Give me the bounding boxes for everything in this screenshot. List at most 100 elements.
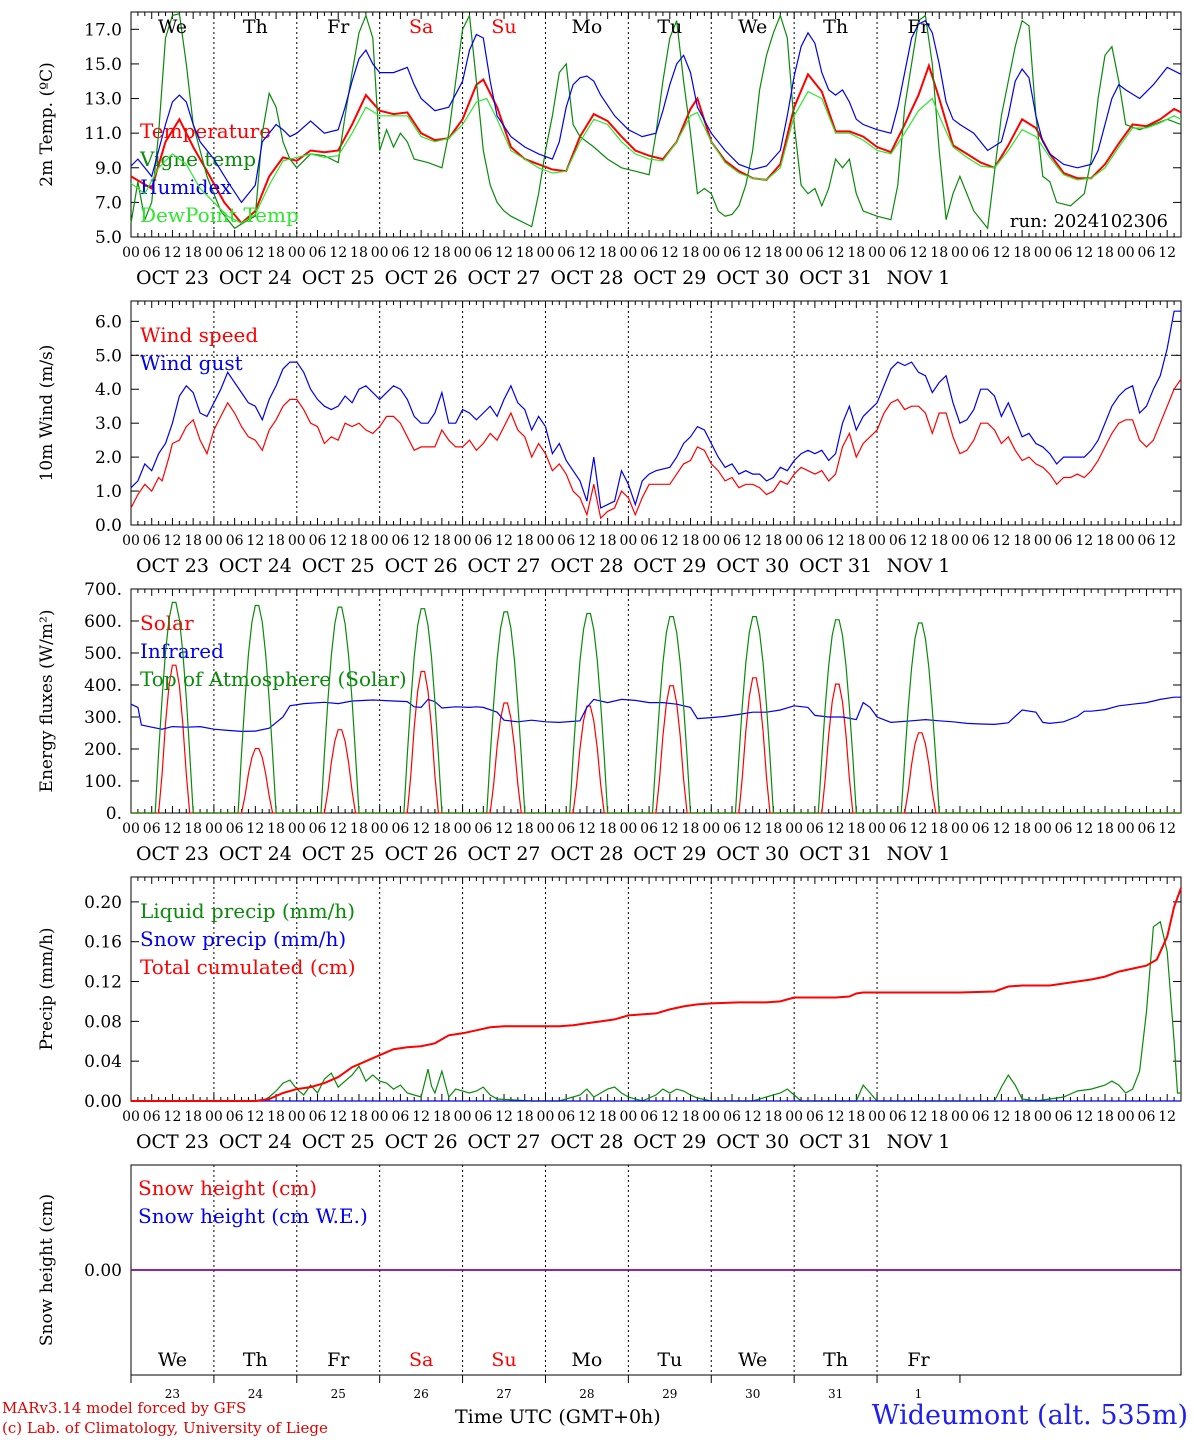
hour-tick-label: 18: [682, 1109, 700, 1125]
hour-tick-label: 00: [951, 1109, 969, 1125]
hour-tick-label: 12: [329, 821, 347, 837]
date-label: OCT 27: [468, 555, 541, 577]
hour-tick-label: 06: [143, 1109, 161, 1125]
hour-tick-label: 06: [723, 1109, 741, 1125]
date-label: OCT 31: [799, 1131, 872, 1153]
hour-tick-label: 06: [1055, 533, 1073, 549]
day-number-label: 25: [331, 1387, 346, 1400]
y-tick-label: 300.: [84, 708, 122, 728]
weekday-label: Su: [491, 1349, 516, 1371]
hour-tick-label: 12: [910, 533, 928, 549]
hour-tick-label: 06: [1138, 1109, 1156, 1125]
hour-tick-label: 06: [226, 533, 244, 549]
date-label: OCT 27: [468, 843, 541, 865]
hour-tick-label: 06: [640, 533, 658, 549]
y-tick-label: 0.16: [84, 933, 122, 953]
date-label: OCT 29: [633, 843, 706, 865]
hour-tick-label: 18: [267, 245, 285, 261]
hour-tick-label: 06: [391, 821, 409, 837]
date-label: OCT 27: [468, 267, 541, 289]
y-tick-label: 5.0: [95, 346, 122, 366]
hour-tick-label: 00: [288, 1109, 306, 1125]
hour-tick-label: 00: [205, 245, 223, 261]
hour-tick-label: 06: [309, 821, 327, 837]
hour-tick-label: 12: [744, 245, 762, 261]
plot-frame: [130, 300, 1182, 526]
hour-tick-label: 00: [537, 533, 555, 549]
y-tick-label: 7.0: [95, 193, 122, 213]
legend-entry: Snow precip (mm/h): [140, 927, 346, 951]
hour-tick-label: 12: [992, 245, 1010, 261]
hour-tick-label: 06: [889, 821, 907, 837]
hour-tick-label: 00: [619, 245, 637, 261]
y-tick-label: 200.: [84, 740, 122, 760]
hour-tick-label: 12: [246, 821, 264, 837]
y-tick-label: 15.0: [84, 55, 122, 75]
model-credit: MARv3.14 model forced by GFS: [2, 1399, 247, 1417]
hour-tick-label: 18: [930, 533, 948, 549]
weekday-label: Tu: [657, 16, 682, 38]
hour-tick-label: 06: [391, 245, 409, 261]
hour-tick-label: 00: [205, 1109, 223, 1125]
hour-tick-label: 18: [930, 245, 948, 261]
hour-tick-label: 18: [184, 245, 202, 261]
run-label: run: 2024102306: [1010, 211, 1168, 232]
date-label: OCT 30: [716, 267, 789, 289]
y-tick-label: 0.0: [95, 516, 122, 536]
hour-tick-label: 12: [744, 1109, 762, 1125]
day-number-label: 29: [662, 1387, 677, 1400]
hour-tick-label: 00: [205, 533, 223, 549]
series-line-2: [131, 887, 1182, 1102]
hour-tick-label: 12: [495, 1109, 513, 1125]
hour-tick-label: 00: [1117, 245, 1135, 261]
y-tick-label: 3.0: [95, 414, 122, 434]
hour-tick-label: 06: [143, 533, 161, 549]
hour-tick-label: 18: [1096, 533, 1114, 549]
hour-tick-label: 06: [889, 1109, 907, 1125]
y-axis-label: Precip (mm/h): [37, 927, 57, 1050]
hour-tick-label: 00: [122, 1109, 140, 1125]
hour-tick-label: 12: [827, 821, 845, 837]
hour-tick-label: 06: [309, 533, 327, 549]
y-tick-label: 1.0: [95, 482, 122, 502]
hour-tick-label: 00: [454, 1109, 472, 1125]
hour-tick-label: 00: [205, 821, 223, 837]
hour-tick-label: 12: [246, 533, 264, 549]
hour-tick-label: 00: [454, 245, 472, 261]
hour-tick-label: 18: [267, 533, 285, 549]
weekday-label: Fr: [327, 1349, 350, 1371]
series-line-3: [130, 90, 1182, 224]
hour-tick-label: 12: [164, 1109, 182, 1125]
hour-tick-label: 12: [246, 245, 264, 261]
hour-tick-label: 12: [827, 1109, 845, 1125]
hour-tick-label: 00: [868, 821, 886, 837]
hour-tick-label: 12: [578, 533, 596, 549]
hour-tick-label: 00: [1117, 821, 1135, 837]
y-axis-label: Energy fluxes (W/m²): [37, 610, 57, 793]
hour-tick-label: 12: [827, 245, 845, 261]
hour-tick-label: 18: [350, 1109, 368, 1125]
hour-tick-label: 12: [246, 1109, 264, 1125]
lab-credit: (c) Lab. of Climatology, University of L…: [2, 1419, 328, 1437]
hour-tick-label: 12: [827, 533, 845, 549]
hour-tick-label: 12: [412, 821, 430, 837]
y-tick-label: 0.: [106, 804, 122, 824]
hour-tick-label: 00: [371, 1109, 389, 1125]
hour-tick-label: 06: [972, 821, 990, 837]
hour-tick-label: 18: [433, 533, 451, 549]
hour-tick-label: 00: [122, 821, 140, 837]
hour-tick-label: 12: [744, 821, 762, 837]
y-tick-label: 13.0: [84, 90, 122, 110]
legend-entry: Snow height (cm W.E.): [138, 1204, 368, 1228]
date-label: OCT 29: [633, 1131, 706, 1153]
hour-tick-label: 18: [433, 245, 451, 261]
hour-tick-label: 12: [495, 821, 513, 837]
hour-tick-label: 00: [785, 821, 803, 837]
hour-tick-label: 18: [682, 245, 700, 261]
hour-tick-label: 06: [1138, 821, 1156, 837]
y-axis-label: 2m Temp. (ºC): [37, 62, 57, 187]
date-label: OCT 25: [302, 843, 375, 865]
hour-tick-label: 12: [164, 533, 182, 549]
date-label: OCT 26: [385, 267, 458, 289]
hour-tick-label: 12: [744, 533, 762, 549]
